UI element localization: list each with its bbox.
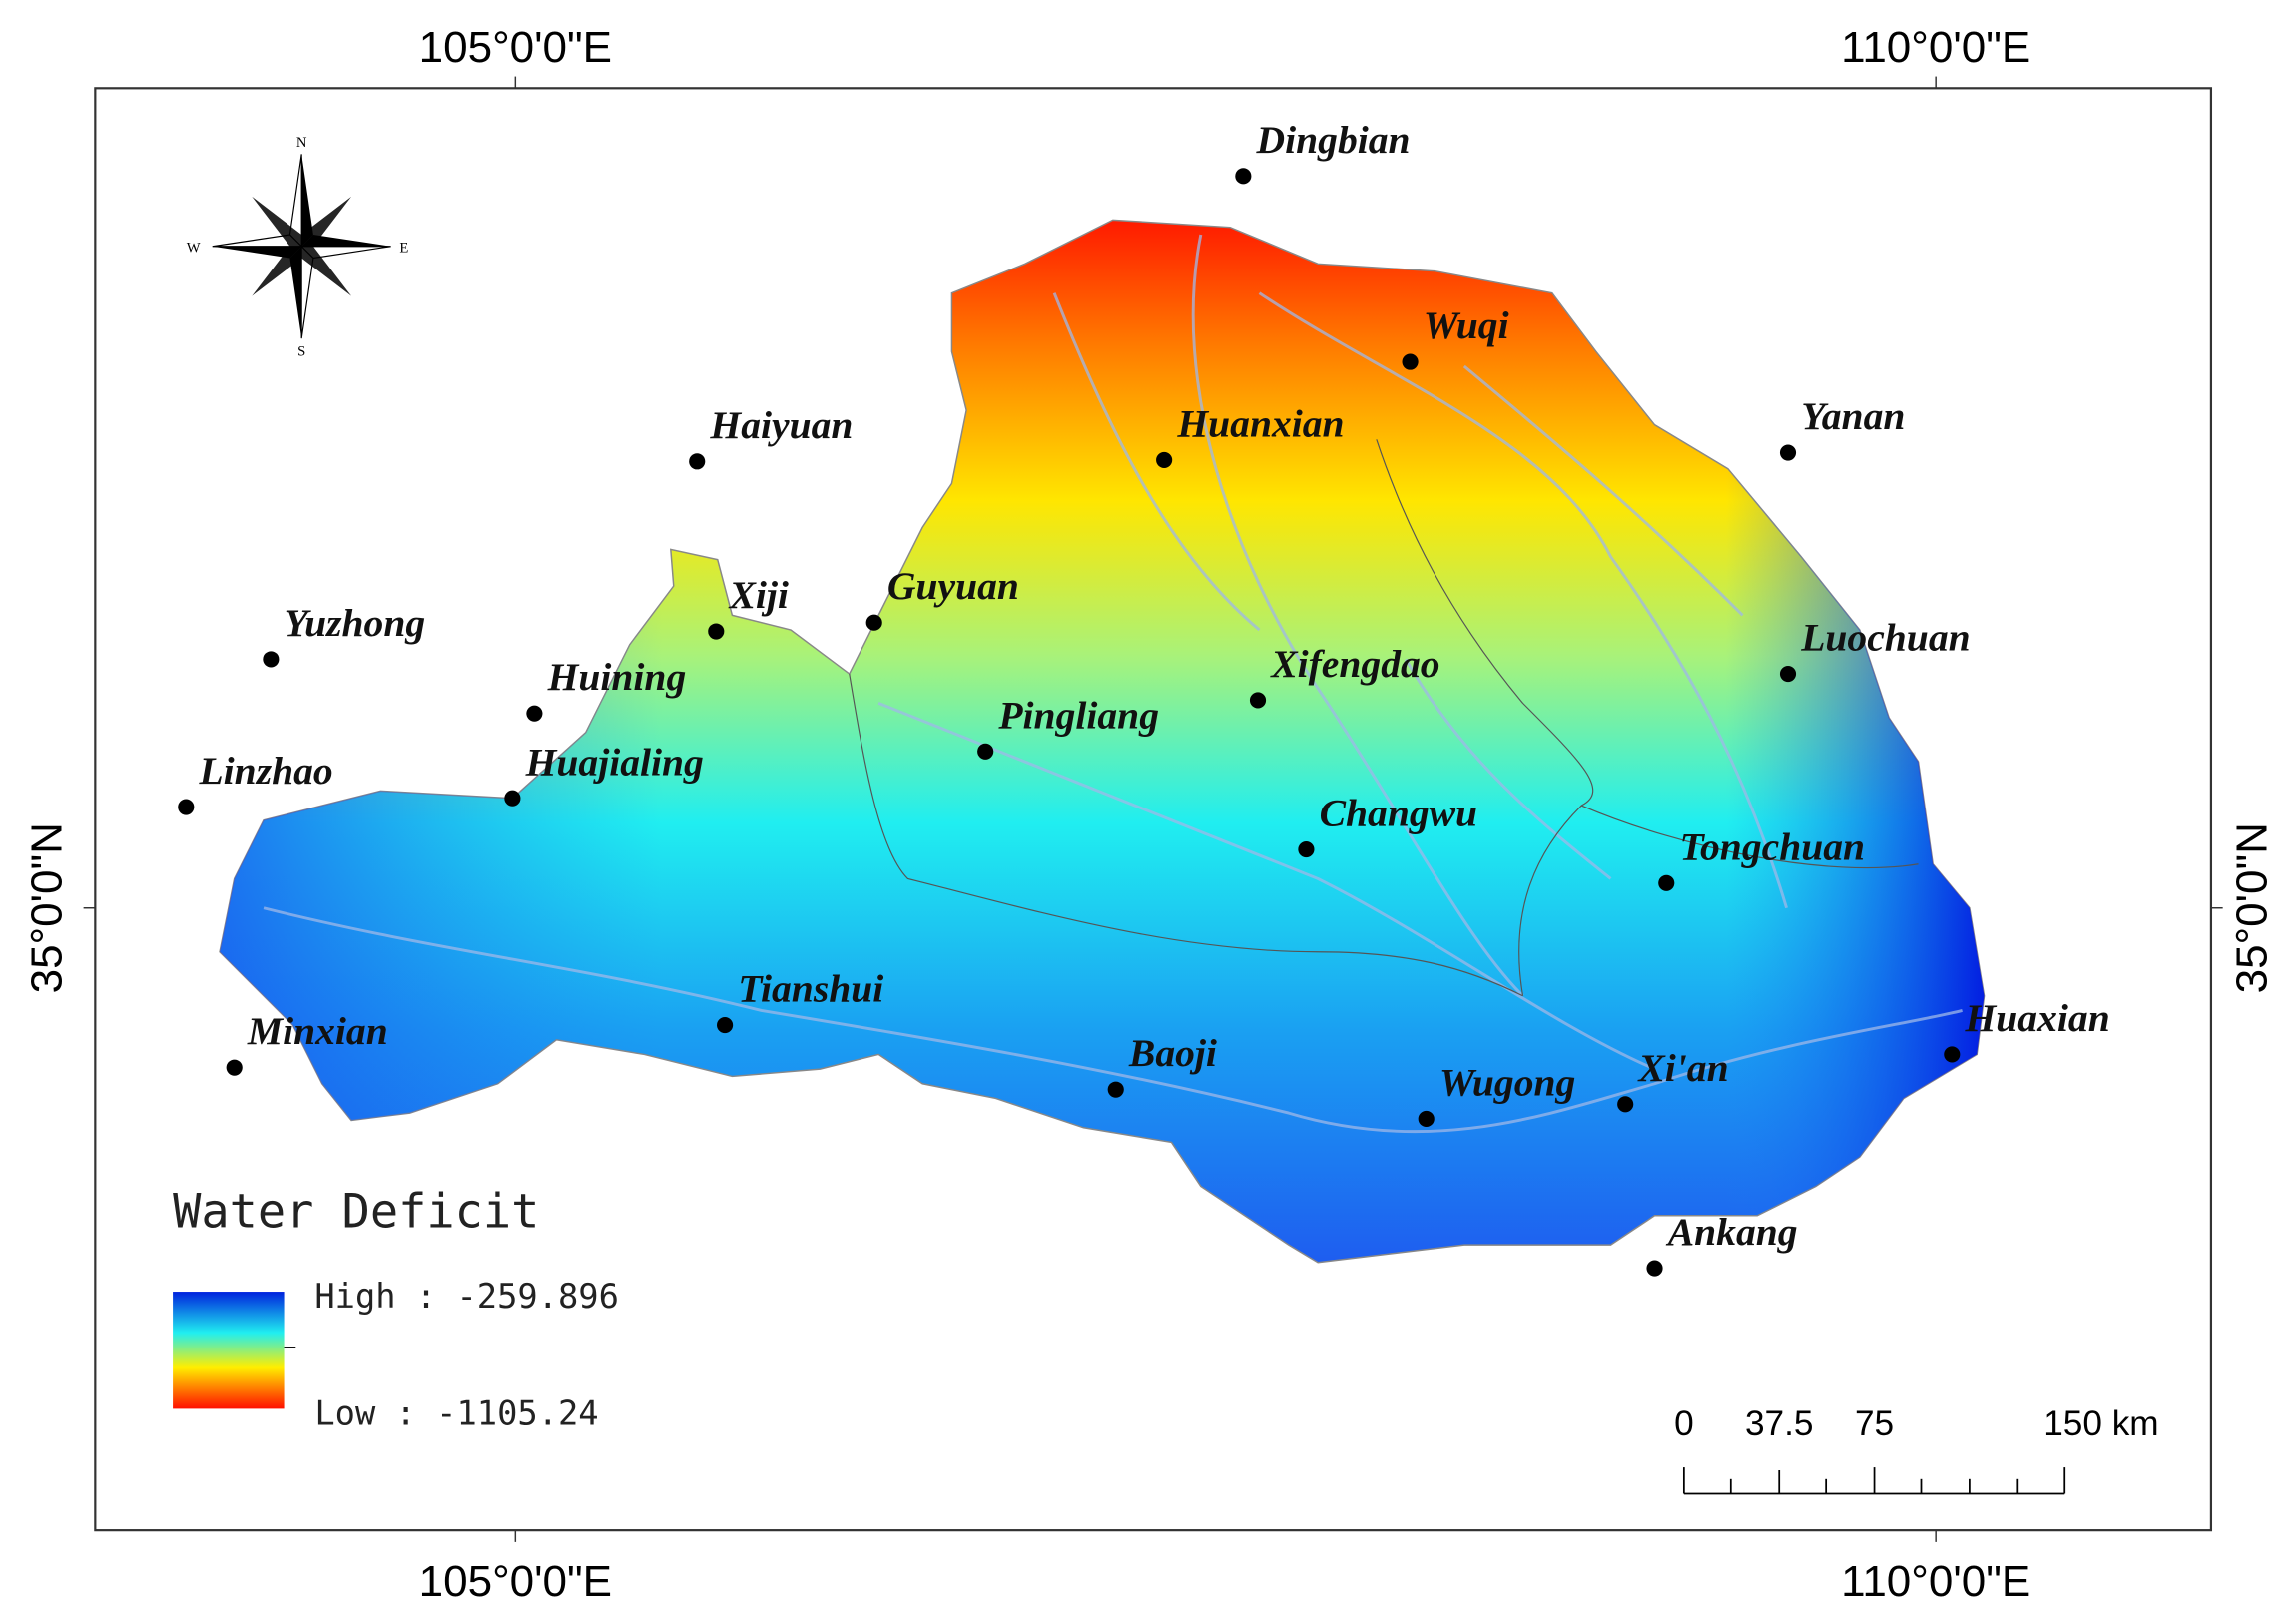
scale-bar: 0 37.5 75 150 km <box>1674 1404 2159 1495</box>
scale-label: 37.5 <box>1745 1404 1814 1443</box>
city-label: Xiji <box>728 573 788 617</box>
city-label: Yuzhong <box>285 601 426 645</box>
latitude-label: 35°0'0"N <box>23 822 72 993</box>
city-label: Xifengdao <box>1270 642 1439 686</box>
legend-title: Water Deficit <box>173 1185 539 1240</box>
legend-low: Low : -1105.24 <box>314 1394 598 1433</box>
city-dot <box>1658 874 1675 891</box>
city-label: Tianshui <box>738 967 883 1011</box>
map-frame <box>94 87 2213 1532</box>
city-dot <box>717 1017 734 1034</box>
scale-label: 150 km <box>2043 1404 2158 1443</box>
city-label: Yanan <box>1801 394 1905 438</box>
city-label: Wuqi <box>1424 303 1509 347</box>
city-dot <box>263 651 280 668</box>
city-label: Luochuan <box>1800 616 1970 660</box>
city-label: Huaxian <box>1964 996 2109 1040</box>
city-dot <box>1235 168 1252 185</box>
city-dot <box>1418 1110 1435 1128</box>
city-dot <box>1298 841 1315 858</box>
city-dot <box>1402 353 1419 370</box>
city-label: Huajialing <box>525 740 704 784</box>
city-dot <box>178 799 195 815</box>
compass-west: W <box>187 241 201 257</box>
city-label: Dingbian <box>1256 118 1411 162</box>
rivers <box>263 234 1963 1134</box>
longitude-label: 110°0'0"E <box>1841 1557 2030 1606</box>
city-dot <box>1779 444 1797 461</box>
city-label: Tongchuan <box>1679 824 1865 868</box>
legend-high: High : -259.896 <box>314 1277 619 1316</box>
city-label: Huanxian <box>1176 401 1344 445</box>
city-dot <box>1107 1081 1124 1098</box>
city-dot <box>1156 451 1173 468</box>
city-label: Pingliang <box>997 693 1159 737</box>
city-label: Changwu <box>1320 792 1477 835</box>
city-label: Linzhao <box>198 749 332 793</box>
city-label: Baoji <box>1128 1031 1217 1075</box>
compass: N S E W <box>187 135 409 360</box>
compass-east: E <box>399 241 408 257</box>
city-dot <box>689 453 706 470</box>
city-label: Huining <box>547 655 687 699</box>
city-label: Minxian <box>247 1009 388 1053</box>
city-dot <box>1646 1260 1663 1277</box>
boundaries <box>849 439 1919 997</box>
compass-south: S <box>297 344 305 360</box>
legend: Water Deficit High : -259.896 Low : -110… <box>173 1185 619 1433</box>
city-dot <box>1617 1096 1634 1113</box>
city-label: Ankang <box>1665 1210 1798 1254</box>
city-dot <box>526 705 543 722</box>
longitude-label: 105°0'0"E <box>419 1557 612 1606</box>
city-label: Guyuan <box>887 564 1019 608</box>
latitude-label: 35°0'0"N <box>2228 822 2277 993</box>
cities: Dingbian Wuqi Huanxian Yanan Haiyuan Xiji Guyu… <box>178 118 2110 1277</box>
longitude-label: 105°0'0"E <box>419 23 612 72</box>
city-dot <box>226 1059 243 1076</box>
scale-label: 0 <box>1674 1404 1694 1443</box>
city-dot <box>1944 1046 1961 1063</box>
region <box>219 219 1986 1264</box>
city-dot <box>1779 665 1797 683</box>
longitude-label: 110°0'0"E <box>1841 23 2030 72</box>
city-dot <box>504 790 521 807</box>
city-dot <box>1249 692 1267 709</box>
city-label: Xi'an <box>1637 1046 1728 1090</box>
city-dot <box>865 614 882 631</box>
city-label: Haiyuan <box>709 403 853 447</box>
compass-north: N <box>296 135 307 151</box>
city-dot <box>708 623 725 640</box>
city-dot <box>977 743 994 760</box>
axis-labels: 105°0'0"E 110°0'0"E 105°0'0"E 110°0'0"E … <box>23 23 2277 1606</box>
legend-ramp <box>173 1292 285 1409</box>
city-label: Wugong <box>1439 1061 1575 1105</box>
scale-label: 75 <box>1855 1404 1894 1443</box>
